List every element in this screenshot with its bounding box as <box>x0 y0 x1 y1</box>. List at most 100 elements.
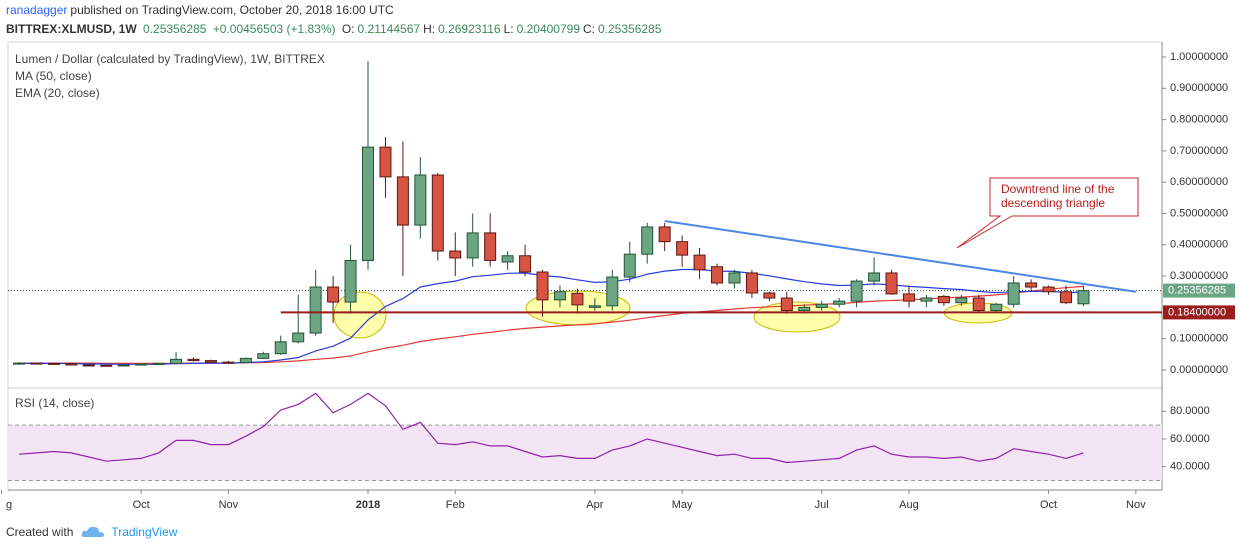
last-price: 0.25356285 <box>143 22 207 36</box>
y-tick-label: 0.80000000 <box>1170 114 1228 126</box>
symbol: BITTREX:XLMUSD, 1W <box>6 22 137 36</box>
y-tick-label: 80.0000 <box>1170 405 1210 417</box>
candle-body <box>204 360 217 363</box>
candle-body <box>815 303 828 308</box>
candle-body <box>902 293 915 302</box>
x-tick-label: g <box>6 499 12 511</box>
candle-body <box>1007 282 1020 305</box>
candle-body <box>641 226 654 255</box>
candle-body <box>763 292 776 299</box>
x-tick-label: 2018 <box>356 499 380 511</box>
highlights <box>333 290 1013 339</box>
candle-body <box>588 305 601 308</box>
candle-body <box>344 259 357 303</box>
rsi-pane: 40.0000 60.0000 80.0000 <box>8 392 1210 482</box>
candle-body <box>449 250 462 259</box>
support-label-bg <box>1163 305 1235 320</box>
candle-body <box>414 174 427 226</box>
candle-body <box>466 232 479 259</box>
footer-text: Created with <box>6 525 74 539</box>
y-tick-label: 1.00000000 <box>1170 51 1228 63</box>
candle-body <box>990 303 1003 312</box>
last-price-bg <box>1163 283 1235 298</box>
chart-frame <box>7 41 1163 491</box>
candle-body <box>100 364 113 367</box>
candle-body <box>623 253 636 278</box>
candle-body <box>920 297 933 302</box>
ohlc-value: 0.25356285 <box>598 22 662 36</box>
legend-entry: MA (50, close) <box>15 69 92 83</box>
x-tick-label: Feb <box>446 499 465 511</box>
ohlc-value: 0.20400799 <box>516 22 580 36</box>
candle-body <box>239 357 252 363</box>
last-price-label: 0.25356285 <box>1168 285 1226 297</box>
footer-brand[interactable]: TradingView <box>111 525 178 539</box>
candle-body <box>850 280 863 302</box>
candle-body <box>553 291 566 301</box>
indicator-line <box>19 268 1084 365</box>
ohlc-label: C: <box>583 22 595 36</box>
trendline <box>664 220 1136 293</box>
candle-body <box>798 306 811 312</box>
candle-body <box>1025 282 1038 288</box>
y-tick-label: 0.70000000 <box>1170 145 1228 157</box>
candle-body <box>65 363 78 366</box>
y-tick-label: 0.00000000 <box>1170 364 1228 376</box>
logo-cloud <box>82 526 105 537</box>
candle-body <box>309 286 322 334</box>
candle-body <box>885 272 898 295</box>
candle-body <box>82 364 95 367</box>
annotation: descending triangle <box>1001 196 1105 210</box>
symbol-legend: Lumen / Dollar (calculated by TradingVie… <box>15 52 325 66</box>
ohlc-label: H: <box>423 22 436 36</box>
ohlc-value: 0.26923116 <box>438 22 501 36</box>
publish-text: published on TradingView.com, October 20… <box>70 3 394 17</box>
candle-body <box>658 226 671 243</box>
publish-line: ranadagger published on TradingView.com, … <box>6 3 397 17</box>
author[interactable]: ranadagger <box>6 3 68 17</box>
candle-body <box>135 363 148 366</box>
candle-body <box>222 361 235 364</box>
y-tick-label: 0.60000000 <box>1170 176 1228 188</box>
y-tick-label: 0.90000000 <box>1170 82 1228 94</box>
candle-body <box>274 341 287 355</box>
y-tick-label: 40.0000 <box>1170 461 1210 473</box>
candle-body <box>170 358 183 364</box>
candle-body <box>955 297 968 304</box>
candle-body <box>117 364 130 367</box>
callout-box <box>956 177 1139 249</box>
candle-body <box>362 146 375 261</box>
x-tick-label: Nov <box>219 499 239 511</box>
y-tick-label: 0.50000000 <box>1170 207 1228 219</box>
x-tick-label: Aug <box>899 499 919 511</box>
candle-body <box>152 362 165 365</box>
candle-body <box>868 272 881 282</box>
candle-body <box>606 276 619 307</box>
y-tick-label: 0.10000000 <box>1170 333 1228 345</box>
annotation: Downtrend line of the <box>1001 182 1115 196</box>
y-tick-label: 0.40000000 <box>1170 239 1228 251</box>
candle-body <box>30 362 43 365</box>
candle-body <box>47 362 60 365</box>
candle-body <box>972 297 985 312</box>
ohlc: O: 0.21144567 H: 0.26923116 L: 0.20400799 C: 0.… <box>342 22 665 36</box>
candle-body <box>745 272 758 294</box>
candle-body <box>780 297 793 312</box>
candle-body <box>379 146 392 178</box>
candle-body <box>257 353 270 359</box>
highlight <box>753 301 841 333</box>
y-tick-label: 60.0000 <box>1170 433 1210 445</box>
candle-body <box>1042 286 1055 293</box>
ohlc-label: O: <box>341 22 355 36</box>
y-tick-label: 0.30000000 <box>1170 270 1228 282</box>
candle-body <box>396 176 409 226</box>
candle-body <box>693 254 706 271</box>
candle-body <box>536 271 549 301</box>
rsi-band <box>8 425 1162 481</box>
candle-body <box>676 241 689 256</box>
candle-body <box>519 255 532 273</box>
candle-body <box>1060 291 1073 304</box>
candle-body <box>833 300 846 305</box>
